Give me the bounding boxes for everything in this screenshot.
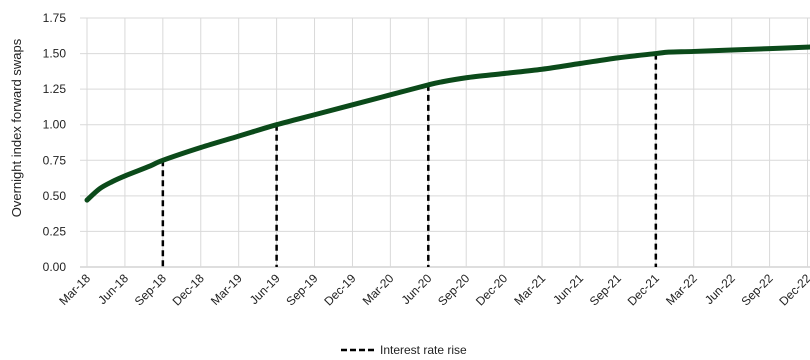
y-tick-label: 1.25 xyxy=(43,82,67,96)
series-group xyxy=(84,44,810,203)
y-tick-label: 0.50 xyxy=(43,189,67,203)
y-tick-label: 0.00 xyxy=(43,260,67,274)
x-tick-label: Mar-22 xyxy=(663,271,700,308)
x-tick-label: Dec-19 xyxy=(321,271,358,308)
x-tick-label: Jun-19 xyxy=(247,271,283,307)
x-tick-label: Sep-18 xyxy=(132,271,169,308)
x-tick-label: Mar-19 xyxy=(208,271,245,308)
x-tick-label: Sep-20 xyxy=(435,271,472,308)
grid xyxy=(80,17,810,268)
x-tick-labels: Mar-18 Jun-18 Sep-18 Dec-18 Mar-19 Jun-19 Sep-… xyxy=(56,271,810,308)
x-tick-label: Mar-18 xyxy=(56,271,93,308)
x-tick-label: Mar-21 xyxy=(511,271,548,308)
y-tick-labels: 0.00 0.25 0.50 0.75 1.00 1.25 1.50 1.75 xyxy=(43,11,67,274)
y-axis-title: Overnight index forward swaps xyxy=(9,38,24,217)
x-tick-label: Dec-20 xyxy=(473,271,510,308)
x-tick-label: Sep-21 xyxy=(587,271,624,308)
x-tick-label: Jun-22 xyxy=(702,271,738,307)
x-tick-label: Jun-20 xyxy=(399,271,435,307)
x-tick-label: Jun-18 xyxy=(95,271,131,307)
legend-label: Interest rate rise xyxy=(380,343,467,357)
x-tick-label: Sep-22 xyxy=(738,271,775,308)
y-tick-label: 0.75 xyxy=(43,153,67,167)
x-tick-label: Jun-21 xyxy=(550,271,586,307)
x-tick-label: Dec-22 xyxy=(776,271,810,308)
series-line xyxy=(84,44,810,203)
x-tick-label: Mar-20 xyxy=(360,271,397,308)
y-tick-label: 1.00 xyxy=(43,118,67,132)
x-tick-label: Dec-21 xyxy=(625,271,662,308)
legend: Interest rate rise xyxy=(341,343,467,357)
y-tick-label: 0.25 xyxy=(43,224,67,238)
y-tick-label: 1.75 xyxy=(43,11,67,25)
rate-rise-markers xyxy=(161,53,658,267)
x-tick-label: Sep-19 xyxy=(283,271,320,308)
x-tick-label: Dec-18 xyxy=(170,271,207,308)
y-tick-label: 1.50 xyxy=(43,47,67,61)
